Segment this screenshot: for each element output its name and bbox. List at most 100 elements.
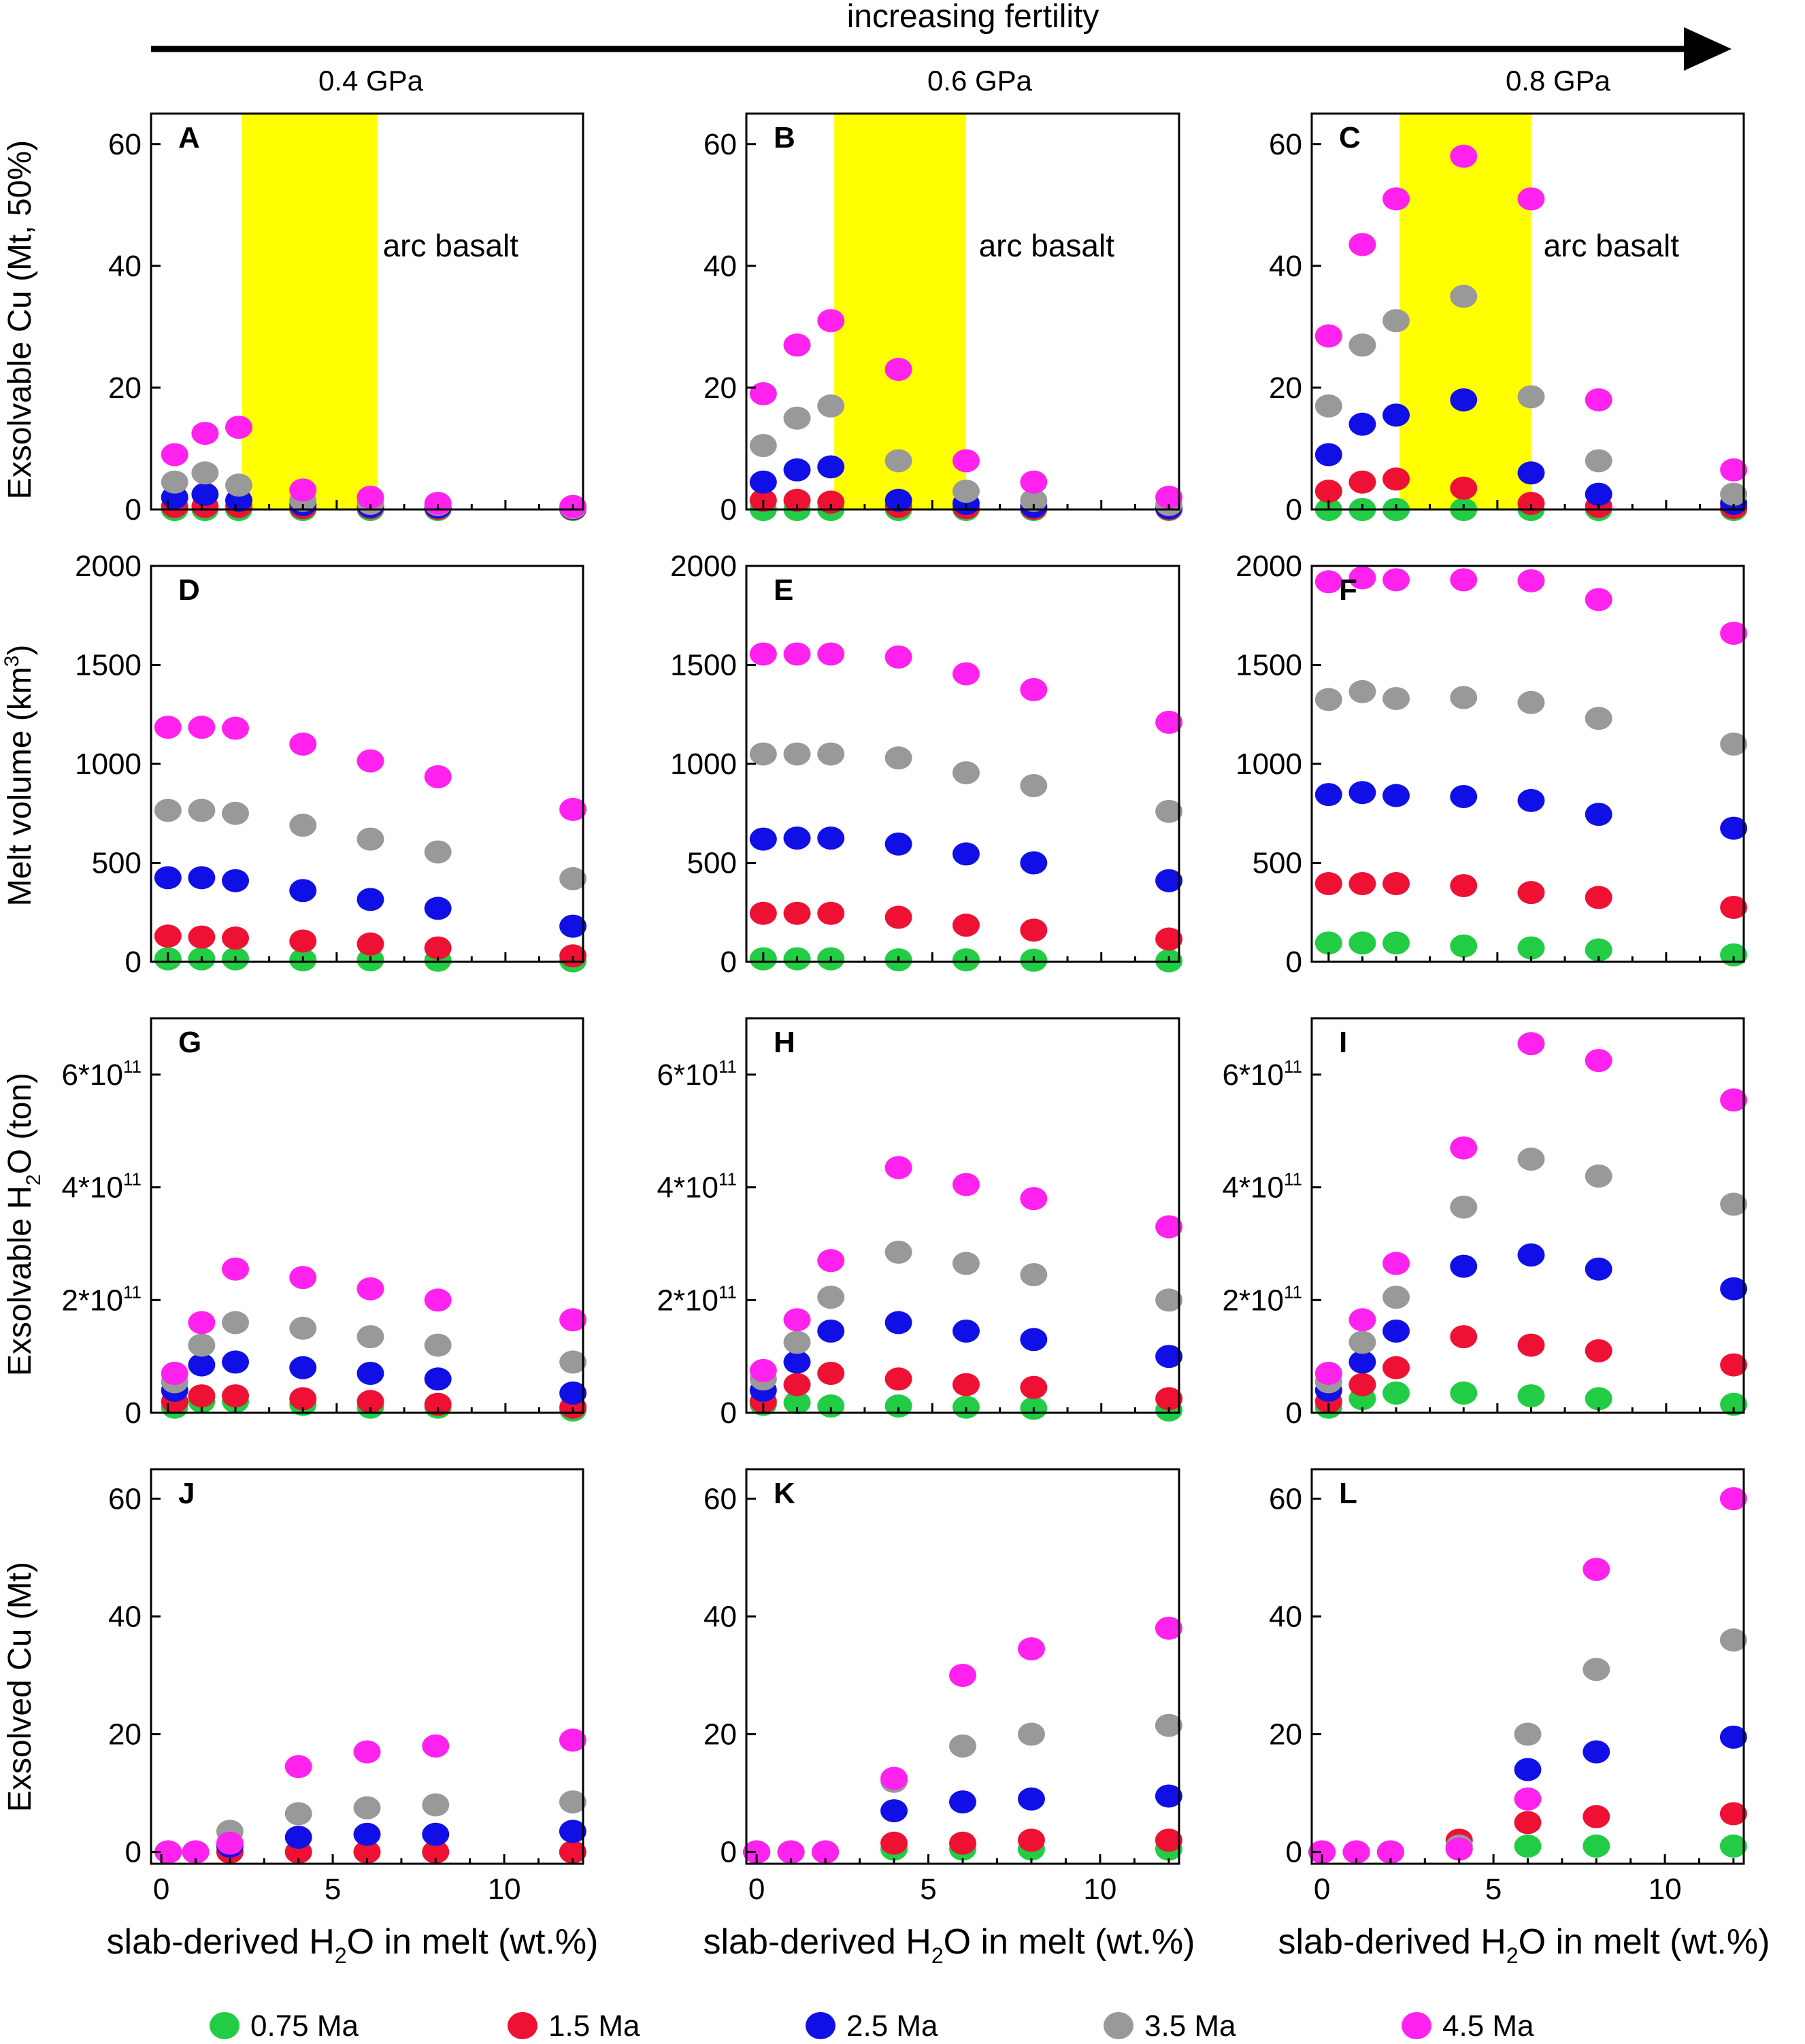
point-35Ma-0 bbox=[749, 433, 777, 457]
point-25Ma-6 bbox=[559, 1381, 587, 1405]
arc-basalt-band bbox=[242, 114, 378, 509]
point-35Ma-2 bbox=[1382, 686, 1410, 710]
point-45Ma-1 bbox=[188, 716, 216, 739]
point-25Ma-4 bbox=[357, 888, 384, 911]
point-45Ma-4 bbox=[1517, 1032, 1545, 1056]
point-45Ma-6 bbox=[1719, 1487, 1747, 1511]
x-tick-label: 10 bbox=[488, 1873, 521, 1906]
y-tick-mantissa: 4*10 bbox=[657, 1171, 718, 1205]
point-35Ma-3 bbox=[1450, 686, 1478, 709]
y-tick-label: 2*1011 bbox=[61, 1281, 142, 1317]
y-tick-exponent: 11 bbox=[718, 1056, 737, 1077]
point-45Ma-1 bbox=[783, 1308, 811, 1332]
panel-E: 0 500 1000 1500 2000 E bbox=[670, 550, 1183, 979]
point-45Ma-1 bbox=[1348, 1308, 1376, 1332]
point-35Ma-4 bbox=[1517, 385, 1545, 409]
x-tick-label: 10 bbox=[1083, 1873, 1116, 1906]
y-tick-label: 60 bbox=[703, 128, 737, 161]
point-075Ma-4 bbox=[1514, 1834, 1542, 1858]
point-25Ma-1 bbox=[783, 458, 811, 482]
point-075Ma-2 bbox=[1382, 931, 1410, 955]
pressure-label-1: 0.6 GPa bbox=[927, 65, 1033, 97]
y-tick-label: 0 bbox=[1286, 945, 1302, 979]
melt-volume-main: Melt volume (km bbox=[2, 667, 38, 906]
point-15Ma-0 bbox=[1314, 872, 1342, 896]
point-25Ma-6 bbox=[559, 1820, 586, 1843]
point-25Ma-4 bbox=[1514, 1758, 1542, 1781]
point-45Ma-1 bbox=[1348, 566, 1376, 590]
point-15Ma-6 bbox=[1155, 1828, 1182, 1852]
y-tick-mantissa: 6*10 bbox=[1222, 1058, 1284, 1092]
point-25Ma-1 bbox=[783, 826, 811, 850]
panel-letter: C bbox=[1339, 121, 1361, 154]
point-15Ma-3 bbox=[289, 929, 317, 953]
point-35Ma-4 bbox=[353, 1796, 381, 1820]
legend-label-4: 4.5 Ma bbox=[1442, 2009, 1534, 2043]
point-15Ma-4 bbox=[952, 1373, 980, 1396]
point-35Ma-5 bbox=[424, 840, 452, 864]
point-45Ma-1 bbox=[783, 642, 811, 666]
panel-letter: H bbox=[774, 1026, 795, 1059]
point-35Ma-3 bbox=[1450, 284, 1478, 308]
point-15Ma-2 bbox=[817, 901, 845, 925]
point-35Ma-1 bbox=[783, 742, 811, 766]
point-25Ma-2 bbox=[1382, 1319, 1410, 1343]
point-15Ma-6 bbox=[1720, 1353, 1748, 1377]
point-15Ma-4 bbox=[1517, 1333, 1545, 1357]
point-075Ma-4 bbox=[952, 1395, 980, 1419]
point-45Ma-2 bbox=[817, 1249, 845, 1273]
point-45Ma-4 bbox=[952, 449, 980, 473]
point-25Ma-5 bbox=[1585, 803, 1612, 826]
point-35Ma-6 bbox=[1720, 732, 1748, 756]
y-tick-label: 40 bbox=[108, 1600, 142, 1633]
x-tick-label: 5 bbox=[1485, 1873, 1502, 1906]
point-45Ma-2 bbox=[1382, 187, 1410, 211]
point-45Ma-3 bbox=[284, 1755, 312, 1779]
point-45Ma-2 bbox=[812, 1840, 840, 1864]
point-45Ma-0 bbox=[743, 1840, 771, 1864]
point-075Ma-0 bbox=[1314, 931, 1342, 955]
arc-basalt-label: arc basalt bbox=[1544, 228, 1680, 263]
x-label-pre: slab-derived H bbox=[107, 1922, 335, 1962]
point-45Ma-5 bbox=[1583, 1558, 1610, 1581]
point-25Ma-3 bbox=[884, 488, 912, 512]
point-35Ma-0 bbox=[1314, 394, 1342, 418]
point-25Ma-5 bbox=[1585, 482, 1612, 506]
point-35Ma-5 bbox=[1583, 1658, 1610, 1681]
point-15Ma-3 bbox=[1450, 873, 1478, 897]
y-tick-label: 1000 bbox=[1236, 748, 1302, 781]
point-35Ma-6 bbox=[1155, 799, 1183, 823]
point-075Ma-6 bbox=[1719, 1834, 1747, 1858]
point-45Ma-0 bbox=[154, 716, 182, 739]
point-15Ma-6 bbox=[1720, 895, 1748, 919]
point-35Ma-5 bbox=[1017, 1722, 1045, 1746]
point-45Ma-6 bbox=[1155, 486, 1183, 509]
point-25Ma-4 bbox=[353, 1822, 381, 1846]
point-35Ma-6 bbox=[1155, 1713, 1182, 1737]
point-45Ma-5 bbox=[1020, 677, 1048, 701]
y-tick-mantissa: 2*10 bbox=[657, 1284, 718, 1317]
point-45Ma-6 bbox=[559, 797, 587, 821]
point-25Ma-5 bbox=[424, 897, 452, 920]
y-tick-exponent: 11 bbox=[123, 1281, 142, 1302]
point-075Ma-3 bbox=[1450, 934, 1478, 958]
row-label-exsolvable-h2o: Exsolvable H2O (ton) bbox=[2, 1073, 45, 1376]
point-45Ma-5 bbox=[424, 1288, 452, 1312]
point-15Ma-4 bbox=[1514, 1811, 1542, 1834]
point-35Ma-6 bbox=[559, 1790, 586, 1814]
point-45Ma-3 bbox=[880, 1766, 908, 1790]
point-075Ma-3 bbox=[1450, 1381, 1478, 1405]
point-25Ma-2 bbox=[817, 826, 845, 850]
y-tick-label: 60 bbox=[1269, 128, 1302, 161]
y-tick-label: 500 bbox=[687, 847, 737, 880]
point-45Ma-4 bbox=[952, 1173, 980, 1196]
legend-label-3: 3.5 Ma bbox=[1144, 2009, 1236, 2043]
y-tick-exponent: 11 bbox=[718, 1169, 737, 1190]
panel-J: 0 20 40 60 0 5 10 J bbox=[108, 1468, 586, 1906]
point-45Ma-0 bbox=[749, 382, 777, 405]
point-15Ma-3 bbox=[884, 1367, 912, 1391]
point-15Ma-2 bbox=[817, 1362, 845, 1385]
arc-basalt-band bbox=[834, 114, 966, 509]
